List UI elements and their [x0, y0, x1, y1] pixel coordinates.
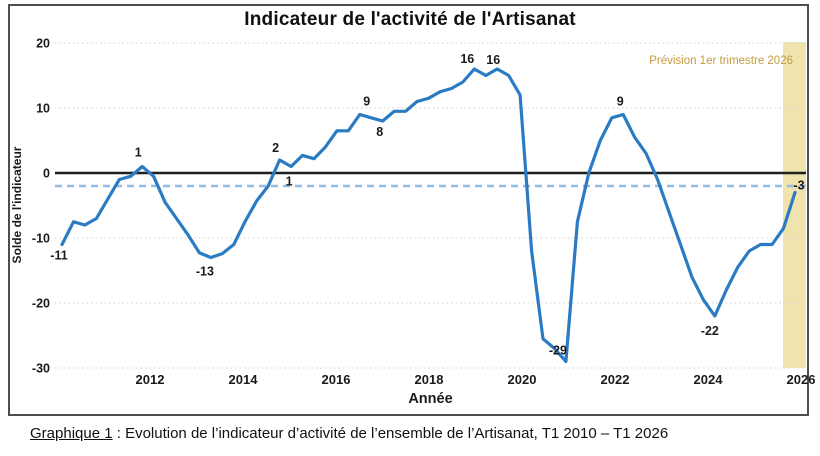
x-tick-2014: 2014 [229, 372, 259, 387]
x-tick-2016: 2016 [322, 372, 351, 387]
caption-text: : Evolution de l’indicateur d’activité d… [112, 425, 669, 442]
point-label-16: 16 [486, 53, 500, 67]
point-label-16: 16 [460, 52, 474, 66]
y-tick-20: 20 [36, 37, 50, 51]
point-label-1: 1 [135, 146, 142, 160]
point-label-9: 9 [363, 95, 370, 109]
forecast-band [783, 42, 806, 368]
x-tick-2012: 2012 [136, 372, 165, 387]
chart-figure [8, 4, 809, 416]
forecast-annotation: Prévision 1er trimestre 2026 [649, 55, 793, 67]
x-tick-2026: 2026 [787, 372, 816, 387]
figure-caption: Graphique 1 : Evolution de l’indicateur … [30, 425, 668, 442]
point-label--11: -11 [50, 249, 67, 263]
y-tick--10: -10 [32, 232, 50, 246]
x-tick-2022: 2022 [601, 372, 630, 387]
y-tick-10: 10 [36, 102, 50, 116]
x-axis-title: Année [408, 391, 452, 407]
point-label-9: 9 [617, 95, 624, 109]
line-chart-canvas: -11 1 -13 2 1 9 8 16 16 -29 9 -22 -3 20 10 0 -10 -20 -30 20… [10, 37, 816, 408]
x-tick-2018: 2018 [415, 372, 444, 387]
caption-label: Graphique 1 [30, 425, 113, 442]
y-tick-0: 0 [43, 167, 50, 181]
x-tick-2020: 2020 [508, 372, 537, 387]
point-label-1: 1 [286, 175, 293, 189]
point-label--22: -22 [701, 324, 719, 338]
point-label--3: -3 [793, 179, 804, 193]
chart-title: Indicateur de l'activité de l'Artisanat [244, 9, 576, 30]
y-tick--30: -30 [32, 362, 50, 376]
y-tick--20: -20 [32, 297, 50, 311]
indicator-line [60, 67, 797, 364]
point-label--13: -13 [196, 265, 214, 279]
point-label--29: -29 [549, 344, 567, 358]
point-label-2: 2 [272, 141, 279, 155]
x-tick-2024: 2024 [694, 372, 724, 387]
point-label-8: 8 [376, 125, 383, 139]
y-axis-title: Solde de l'indicateur [10, 146, 24, 263]
